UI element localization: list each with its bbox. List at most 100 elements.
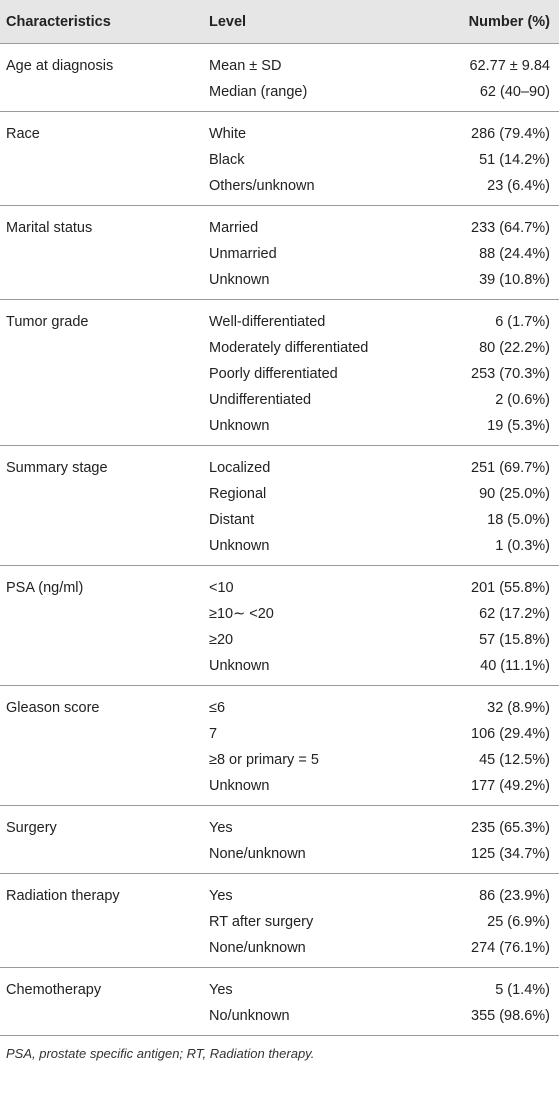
table-group: Tumor grade Well-differentiated 6 (1.7%) Mo… xyxy=(0,300,559,446)
characteristic-cell: Radiation therapy xyxy=(6,888,120,904)
characteristic-cell: Gleason score xyxy=(6,700,100,716)
number-cell: 5 (1.4%) xyxy=(495,982,550,998)
table-row: Black 51 (14.2%) xyxy=(0,147,559,173)
characteristic-cell: Summary stage xyxy=(6,460,108,476)
table-row: Moderately differentiated 80 (22.2%) xyxy=(0,335,559,361)
table-group: Surgery Yes 235 (65.3%) None/unknown 125 (34… xyxy=(0,806,559,874)
table-row: Gleason score ≤6 32 (8.9%) xyxy=(0,695,559,721)
level-cell: Yes xyxy=(209,982,233,998)
level-cell: RT after surgery xyxy=(209,914,314,930)
table-group: Gleason score ≤6 32 (8.9%) 7 106 (29.4%) ≥8 o… xyxy=(0,686,559,806)
table-row: 7 106 (29.4%) xyxy=(0,721,559,747)
number-cell: 19 (5.3%) xyxy=(487,418,550,434)
table-group: Radiation therapy Yes 86 (23.9%) RT after s… xyxy=(0,874,559,968)
table-row: None/unknown 274 (76.1%) xyxy=(0,935,559,961)
level-cell: Unknown xyxy=(209,778,270,794)
level-cell: Unknown xyxy=(209,272,270,288)
number-cell: 6 (1.7%) xyxy=(495,314,550,330)
table-row: Race White 286 (79.4%) xyxy=(0,121,559,147)
table-row: ≥10∼ <20 62 (17.2%) xyxy=(0,601,559,627)
level-cell: Married xyxy=(209,220,259,236)
number-cell: 125 (34.7%) xyxy=(471,846,550,862)
table-row: Distant 18 (5.0%) xyxy=(0,507,559,533)
number-cell: 23 (6.4%) xyxy=(487,178,550,194)
table-row: Median (range) 62 (40–90) xyxy=(0,79,559,105)
level-cell: Undifferentiated xyxy=(209,392,312,408)
header-number: Number (%) xyxy=(468,13,550,30)
level-cell: Localized xyxy=(209,460,271,476)
level-cell: No/unknown xyxy=(209,1008,290,1024)
characteristic-cell: Age at diagnosis xyxy=(6,58,114,74)
table-row: Regional 90 (25.0%) xyxy=(0,481,559,507)
table-row: Others/unknown 23 (6.4%) xyxy=(0,173,559,199)
level-cell: Distant xyxy=(209,512,255,528)
level-cell: Black xyxy=(209,152,245,168)
table-group: Marital status Married 233 (64.7%) Unmarrie… xyxy=(0,206,559,300)
number-cell: 355 (98.6%) xyxy=(471,1008,550,1024)
level-cell: 7 xyxy=(209,726,218,742)
level-cell: ≤6 xyxy=(209,700,226,716)
table-row: No/unknown 355 (98.6%) xyxy=(0,1003,559,1029)
table-row: Undifferentiated 2 (0.6%) xyxy=(0,387,559,413)
header-level: Level xyxy=(209,13,247,30)
table-row: Unknown 1 (0.3%) xyxy=(0,533,559,559)
characteristic-cell: Surgery xyxy=(6,820,57,836)
level-cell: Others/unknown xyxy=(209,178,315,194)
number-cell: 18 (5.0%) xyxy=(487,512,550,528)
number-cell: 62 (40–90) xyxy=(479,84,550,100)
characteristic-cell: Marital status xyxy=(6,220,93,236)
table-row: Summary stage Localized 251 (69.7%) xyxy=(0,455,559,481)
level-cell: Unmarried xyxy=(209,246,277,262)
table-group: PSA (ng/ml) <10 201 (55.8%) ≥10∼ <20 62 (17.… xyxy=(0,566,559,686)
number-cell: 39 (10.8%) xyxy=(479,272,550,288)
table-row: PSA (ng/ml) <10 201 (55.8%) xyxy=(0,575,559,601)
level-cell: ≥10∼ <20 xyxy=(209,606,274,622)
table-row: Surgery Yes 235 (65.3%) xyxy=(0,815,559,841)
table-body: Age at diagnosis Mean ± SD 62.77 ± 9.84 Med… xyxy=(0,44,559,1036)
level-cell: Unknown xyxy=(209,538,270,554)
table-row: Radiation therapy Yes 86 (23.9%) xyxy=(0,883,559,909)
number-cell: 1 (0.3%) xyxy=(495,538,550,554)
table-group: Age at diagnosis Mean ± SD 62.77 ± 9.84 Med… xyxy=(0,44,559,112)
table-group: Chemotherapy Yes 5 (1.4%) No/unknown 355 (98… xyxy=(0,968,559,1036)
number-cell: 251 (69.7%) xyxy=(471,460,550,476)
level-cell: Well-differentiated xyxy=(209,314,326,330)
table-row: ≥8 or primary = 5 45 (12.5%) xyxy=(0,747,559,773)
level-cell: White xyxy=(209,126,247,142)
number-cell: 40 (11.1%) xyxy=(480,658,550,674)
number-cell: 57 (15.8%) xyxy=(479,632,550,648)
number-cell: 62.77 ± 9.84 xyxy=(469,58,550,74)
number-cell: 88 (24.4%) xyxy=(479,246,550,262)
number-cell: 25 (6.9%) xyxy=(487,914,550,930)
table-header: Characteristics Level Number (%) xyxy=(0,0,559,44)
table-group: Summary stage Localized 251 (69.7%) Regiona… xyxy=(0,446,559,566)
number-cell: 51 (14.2%) xyxy=(479,152,550,168)
table-row: Poorly differentiated 253 (70.3%) xyxy=(0,361,559,387)
table-row: Age at diagnosis Mean ± SD 62.77 ± 9.84 xyxy=(0,53,559,79)
table-footnote: PSA, prostate specific antigen; RT, Radi… xyxy=(6,1046,315,1061)
table-row: None/unknown 125 (34.7%) xyxy=(0,841,559,867)
number-cell: 233 (64.7%) xyxy=(471,220,550,236)
table-row: Unknown 19 (5.3%) xyxy=(0,413,559,439)
number-cell: 286 (79.4%) xyxy=(471,126,550,142)
number-cell: 62 (17.2%) xyxy=(479,606,550,622)
level-cell: ≥8 or primary = 5 xyxy=(209,752,319,768)
table-row: Unknown 177 (49.2%) xyxy=(0,773,559,799)
table-row: ≥20 57 (15.8%) xyxy=(0,627,559,653)
level-cell: Poorly differentiated xyxy=(209,366,338,382)
number-cell: 90 (25.0%) xyxy=(479,486,550,502)
table-row: Unknown 40 (11.1%) xyxy=(0,653,559,679)
number-cell: 106 (29.4%) xyxy=(471,726,550,742)
number-cell: 86 (23.9%) xyxy=(479,888,550,904)
number-cell: 80 (22.2%) xyxy=(479,340,550,356)
level-cell: None/unknown xyxy=(209,940,306,956)
level-cell: Regional xyxy=(209,486,267,502)
level-cell: Unknown xyxy=(209,418,270,434)
level-cell: Moderately differentiated xyxy=(209,340,369,356)
table-row: Unmarried 88 (24.4%) xyxy=(0,241,559,267)
number-cell: 177 (49.2%) xyxy=(471,778,550,794)
level-cell: Median (range) xyxy=(209,84,308,100)
number-cell: 32 (8.9%) xyxy=(487,700,550,716)
number-cell: 45 (12.5%) xyxy=(479,752,550,768)
characteristic-cell: PSA (ng/ml) xyxy=(6,580,84,596)
